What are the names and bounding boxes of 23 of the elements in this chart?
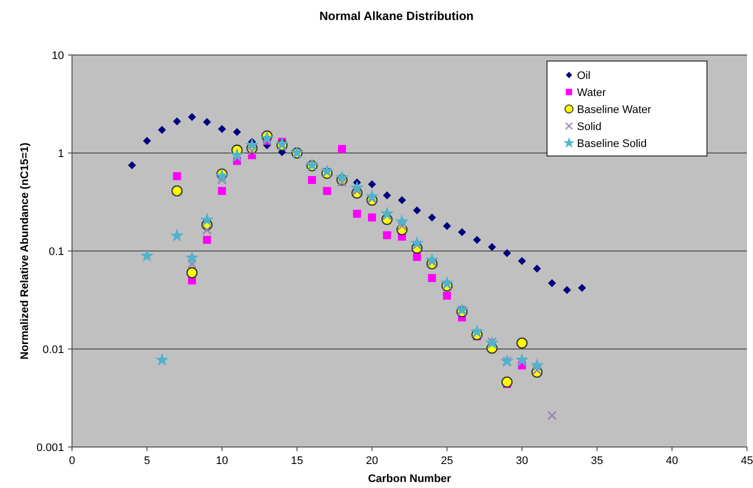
y-tick-label: 10 bbox=[52, 50, 64, 62]
legend-label: Baseline Solid bbox=[577, 138, 647, 150]
y-tick-label: 0.1 bbox=[48, 246, 64, 258]
chart-title: Normal Alkane Distribution bbox=[319, 9, 474, 23]
legend-label: Water bbox=[577, 86, 606, 99]
x-tick-label: 5 bbox=[144, 455, 150, 467]
x-tick-label: 0 bbox=[68, 455, 76, 467]
y-axis-title: Normalized Relative Abundance (nC15=1) bbox=[19, 142, 31, 360]
y-tick-label: 0.01 bbox=[42, 344, 64, 356]
y-tick-label: 0.001 bbox=[36, 442, 64, 454]
x-tick-label: 25 bbox=[440, 455, 454, 467]
legend-label: Baseline Water bbox=[577, 104, 652, 116]
x-tick-label: 30 bbox=[516, 455, 528, 467]
y-tick-label: 1 bbox=[58, 148, 64, 160]
legend-label: Solid bbox=[577, 120, 602, 133]
x-tick-label: 45 bbox=[740, 455, 753, 467]
x-tick-label: 35 bbox=[590, 455, 604, 467]
legend-label: Oil bbox=[577, 70, 590, 82]
x-axis-title: Carbon Number bbox=[368, 473, 452, 485]
x-tick-label: 10 bbox=[216, 455, 228, 467]
x-tick-label: 40 bbox=[666, 455, 678, 467]
x-tick-label: 15 bbox=[290, 455, 304, 467]
x-tick-label: 20 bbox=[366, 455, 378, 467]
